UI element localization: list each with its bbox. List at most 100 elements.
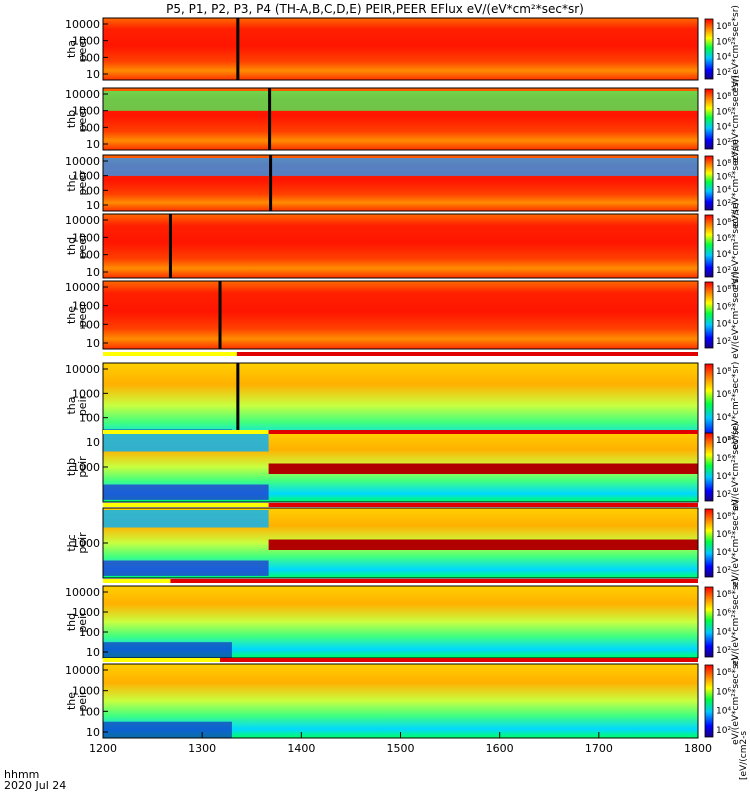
colorbar-tick-label: 10⁸ <box>716 218 731 228</box>
high-energy-band <box>103 91 698 111</box>
figure-title: P5, P1, P2, P3, P4 (TH-A,B,C,D,E) PEIR,P… <box>166 2 584 16</box>
colorbar <box>704 508 714 578</box>
colorbar-tick-label: 10² <box>716 266 731 276</box>
panel-species-label: peir <box>76 456 89 478</box>
mode-bar-after <box>220 658 698 662</box>
y-tick-label: 100 <box>79 412 100 425</box>
panel-species-label: peer <box>76 36 89 62</box>
colorbar-tick-label: 10⁶ <box>716 530 731 540</box>
colorbar-tick-label: 10⁶ <box>716 302 731 312</box>
x-tick-label: 1300 <box>188 742 216 755</box>
sparse-band <box>103 484 269 500</box>
panel-probe-label: thb <box>65 110 78 128</box>
panel-probe-label: thd <box>65 237 78 255</box>
colorbar-tick-label: 10² <box>716 337 731 347</box>
y-tick-label: 1000 <box>72 537 100 550</box>
y-tick-label: 10 <box>86 337 100 350</box>
panel-probe-label: the <box>65 692 78 710</box>
dense-band <box>268 463 698 474</box>
y-tick-label: 10 <box>86 68 100 81</box>
spectrogram-image <box>103 281 698 349</box>
data-gap-line <box>269 155 273 211</box>
mode-bar-after <box>268 430 698 434</box>
y-tick-label: 1000 <box>72 300 100 313</box>
colorbar <box>704 664 714 738</box>
y-tick-label: 1000 <box>72 387 100 400</box>
mode-bar-after <box>236 352 698 356</box>
panel-species-label: peir <box>76 532 89 554</box>
panel-species-label: peer <box>76 106 89 132</box>
data-gap-line <box>236 18 240 80</box>
data-gap-line <box>168 214 172 278</box>
colorbar-tick-label: 10⁸ <box>716 590 731 600</box>
colorbar-tick-label: 10⁴ <box>716 548 731 558</box>
y-tick-label: 10000 <box>65 214 100 227</box>
x-tick-label: 1500 <box>387 742 415 755</box>
x-tick-label: 1800 <box>684 742 712 755</box>
panel-species-label: peer <box>76 302 89 328</box>
high-energy-band <box>103 158 698 176</box>
colorbar-tick-label: 10⁴ <box>716 707 731 717</box>
colorbar-tick-label: 10² <box>716 646 731 656</box>
colorbar <box>704 214 714 278</box>
panel-probe-label: thc <box>65 174 78 191</box>
colorbar-unit-label: eV/(eV*cm²*sec*sr) <box>731 578 741 666</box>
mode-bar-before <box>103 503 269 507</box>
y-tick-label: 1000 <box>72 231 100 244</box>
y-tick-label: 10 <box>86 266 100 279</box>
panel-frame <box>102 87 699 151</box>
spectrogram-image <box>103 214 698 278</box>
mode-bar-before <box>103 352 237 356</box>
colorbar-tick-label: 10⁶ <box>716 172 731 182</box>
panel-frame <box>102 154 699 212</box>
y-tick-label: 100 <box>79 51 100 64</box>
colorbar-unit-label: eV/(eV*cm²*sec*sr) <box>731 362 741 450</box>
colorbar-tick-label: 10⁴ <box>716 250 731 260</box>
colorbar-unit-label: eV/(eV*cm²*sec*sr) <box>731 657 741 745</box>
y-tick-label: 1000 <box>72 606 100 619</box>
colorbar-tick-label: 10⁴ <box>716 123 731 133</box>
y-tick-label: 1000 <box>72 461 100 474</box>
y-tick-label: 10000 <box>65 18 100 31</box>
x-axis-label-date: 2020 Jul 24 <box>4 779 67 792</box>
y-tick-label: 100 <box>79 318 100 331</box>
panel-species-label: peir <box>76 690 89 712</box>
colorbar-tick-label: 10⁸ <box>716 512 731 522</box>
colorbar-tick-label: 10⁶ <box>716 390 731 400</box>
mode-bar-after <box>170 579 698 583</box>
colorbar-unit-label: eV/(eV*cm²*sec*sr) <box>731 139 741 227</box>
colorbar-tick-label: 10⁸ <box>716 367 731 377</box>
colorbar-tick-label: 10⁸ <box>716 159 731 169</box>
spectrogram-image <box>103 18 698 80</box>
x-tick-label: 1200 <box>89 742 117 755</box>
colorbar-tick-label: 10² <box>716 138 731 148</box>
colorbar-tick-label: 10⁸ <box>716 285 731 295</box>
mode-bar-after <box>268 503 698 507</box>
y-tick-label: 10000 <box>65 586 100 599</box>
colorbar-tick-label: 10⁸ <box>716 92 731 102</box>
colorbar-tick-label: 10² <box>716 726 731 736</box>
colorbar-tick-label: 10⁶ <box>716 609 731 619</box>
y-tick-label: 10 <box>86 436 100 449</box>
panel-frame <box>102 280 699 350</box>
panel-probe-label: tha <box>65 40 78 58</box>
data-gap-line <box>268 88 272 150</box>
colorbar-tick-label: 10⁸ <box>716 436 731 446</box>
colorbar-tick-label: 10⁴ <box>716 53 731 63</box>
y-tick-label: 1000 <box>72 105 100 118</box>
colorbar-tick-label: 10² <box>716 490 731 500</box>
y-tick-label: 10000 <box>65 281 100 294</box>
panel-species-label: peir <box>76 611 89 633</box>
y-tick-label: 100 <box>79 626 100 639</box>
panel-probe-label: thb <box>65 458 78 476</box>
colorbar-unit-label: eV/(eV*cm²*sec*sr) <box>731 75 741 163</box>
colorbar-tick-label: 10⁶ <box>716 234 731 244</box>
panel-frame <box>102 17 699 81</box>
